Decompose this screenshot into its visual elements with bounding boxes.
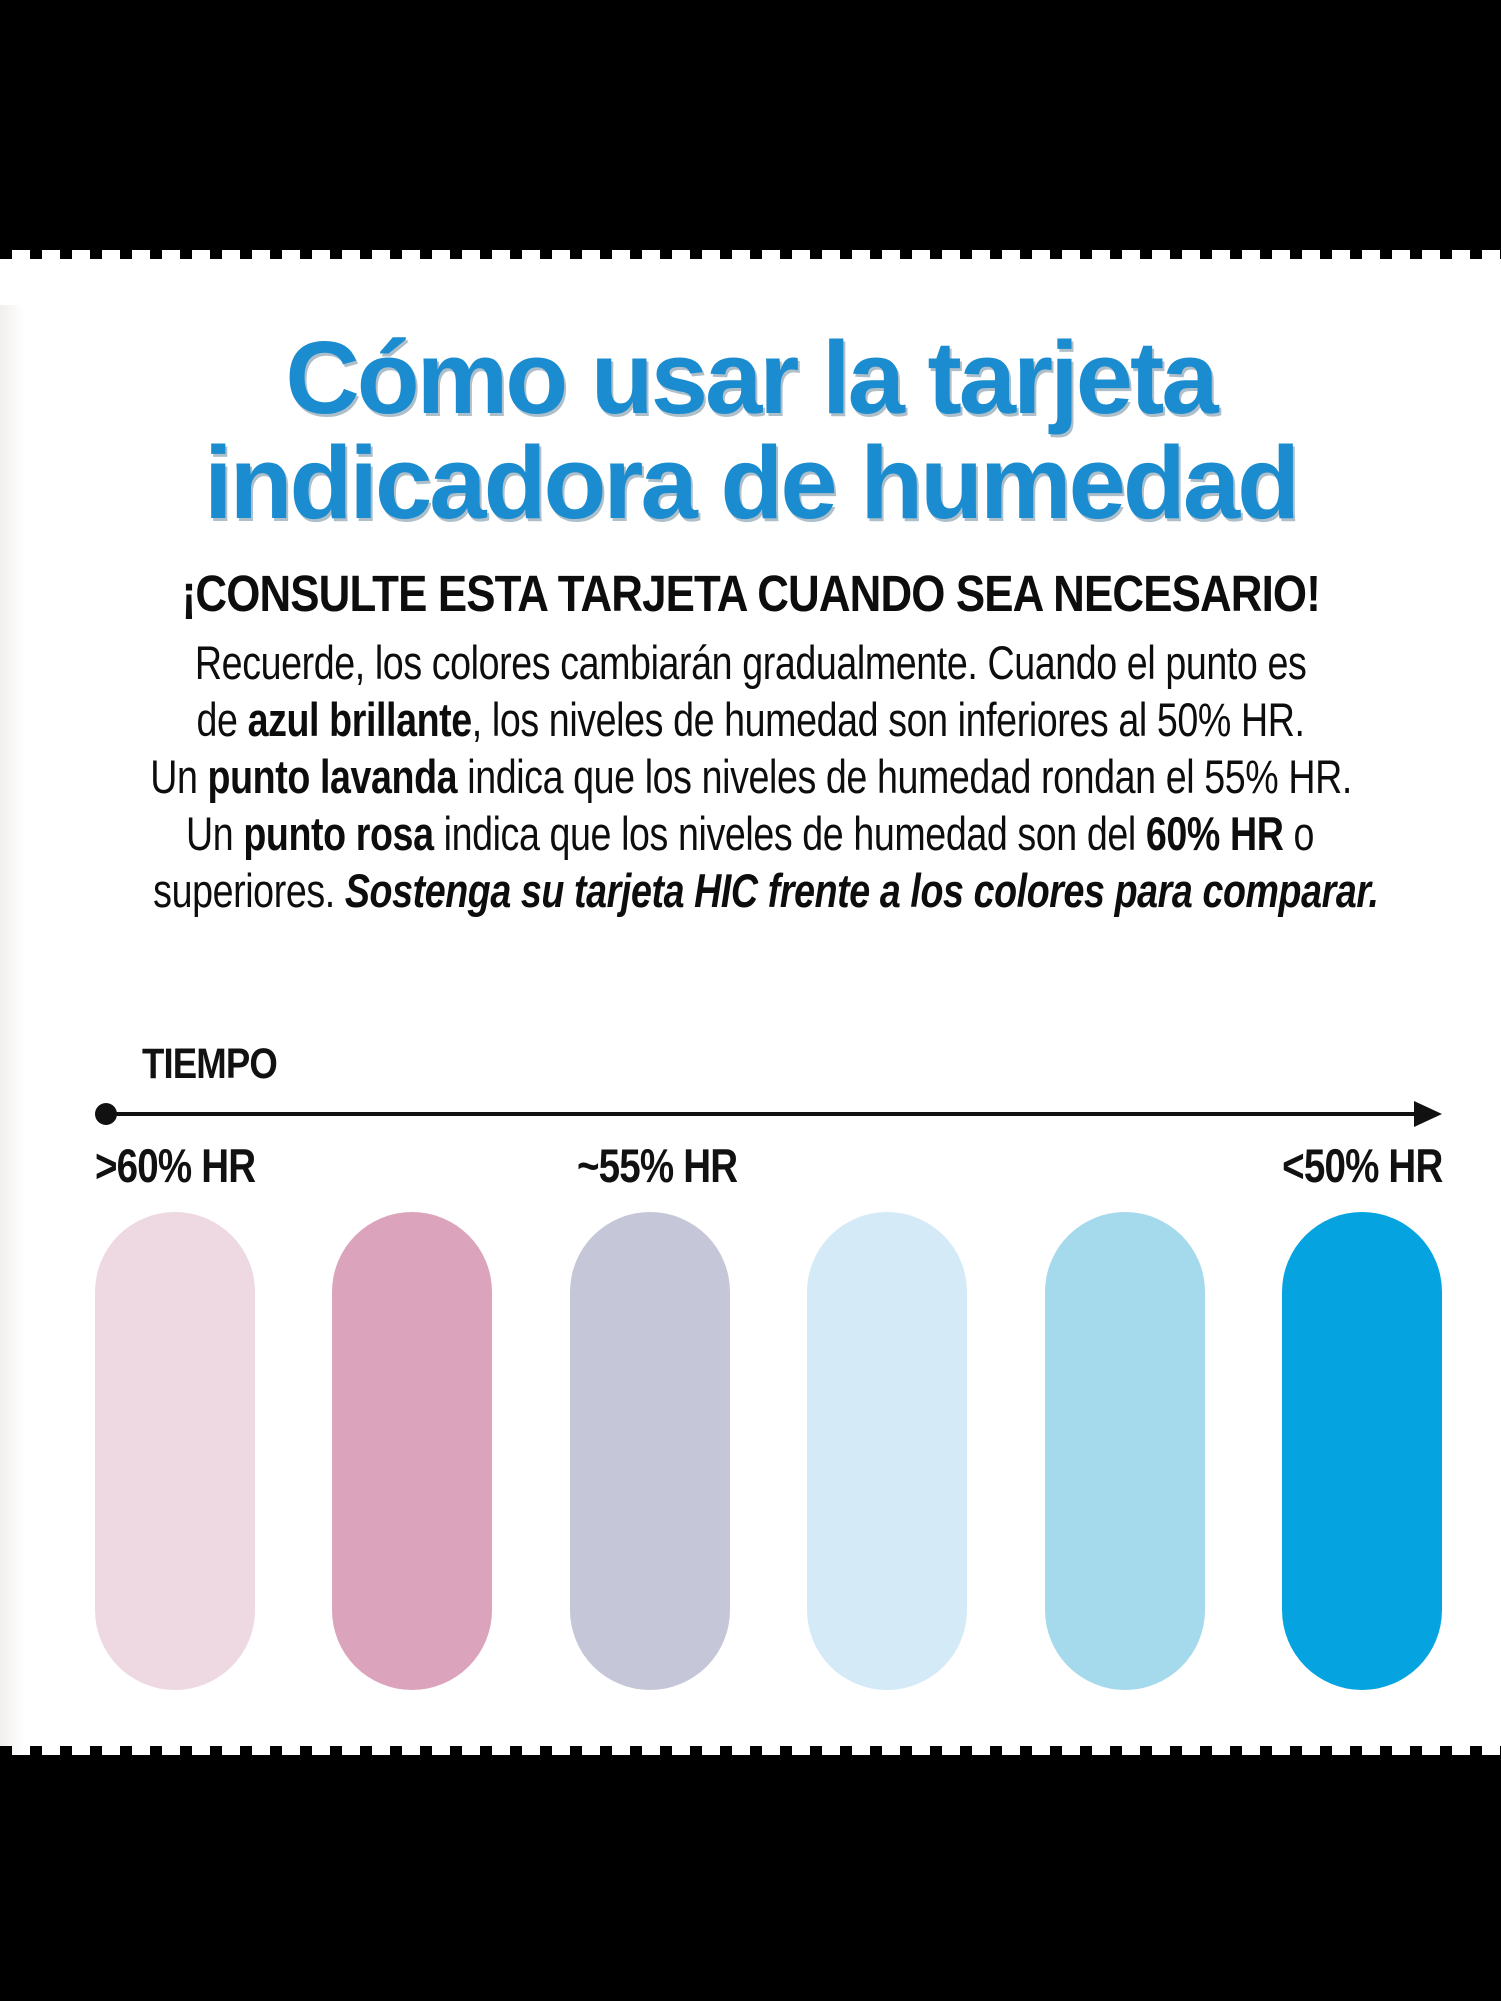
paragraph-line: Recuerde, los colores cambiarán gradualm… (194, 636, 1307, 689)
arrowhead-icon (1414, 1101, 1442, 1127)
paragraph-line: de azul brillante, los niveles de humeda… (196, 693, 1305, 746)
top-black-bar (0, 0, 1501, 250)
tick-60hr: >60% HR (95, 1138, 290, 1193)
timeline-axis-line (105, 1112, 1426, 1116)
subtitle-text: ¡CONSULTE ESTA TARJETA CUANDO SEA NECESA… (181, 565, 1320, 622)
paragraph-line: superiores. Sostenga su tarjeta HIC fren… (153, 864, 1379, 917)
tick-55hr-text: ~55% HR (577, 1139, 738, 1192)
timeline-label-text: TIEMPO (142, 1040, 278, 1088)
paragraph-line: Un punto rosa indica que los niveles de … (186, 807, 1315, 860)
swatch-azul-brillante (1281, 1212, 1442, 1690)
tick-60hr-text: >60% HR (95, 1139, 256, 1192)
humidity-tick-row: >60% HR ~55% HR <50% HR (95, 1138, 1443, 1196)
tick-50hr-text: <50% HR (1281, 1139, 1443, 1192)
swatch-row (95, 1212, 1442, 1690)
swatch-rosa (332, 1212, 493, 1690)
title-line-1: Cómo usar la tarjeta (285, 320, 1218, 435)
swatch-azul-palido (807, 1212, 968, 1690)
content-panel: Cómo usar la tarjeta indicadora de humed… (0, 250, 1501, 1755)
intro-paragraph: Recuerde, los colores cambiarán gradualm… (0, 634, 1501, 919)
bottom-black-bar (0, 1755, 1501, 2001)
swatch-rosa-claro (95, 1212, 255, 1690)
title-line-2: indicadora de humedad (203, 425, 1300, 540)
tick-50hr: <50% HR (1247, 1138, 1443, 1193)
timeline-arrow (95, 1101, 1442, 1127)
paragraph-line: Un punto lavanda indica que los niveles … (150, 750, 1352, 803)
page-edge-shade (0, 305, 24, 1755)
page-title: Cómo usar la tarjeta indicadora de humed… (0, 325, 1501, 535)
subtitle-banner: ¡CONSULTE ESTA TARJETA CUANDO SEA NECESA… (0, 564, 1501, 623)
swatch-lavanda (569, 1212, 730, 1690)
timeline-label: TIEMPO (142, 1040, 301, 1089)
swatch-azul-claro (1044, 1212, 1205, 1690)
tick-55hr: ~55% HR (577, 1138, 772, 1193)
